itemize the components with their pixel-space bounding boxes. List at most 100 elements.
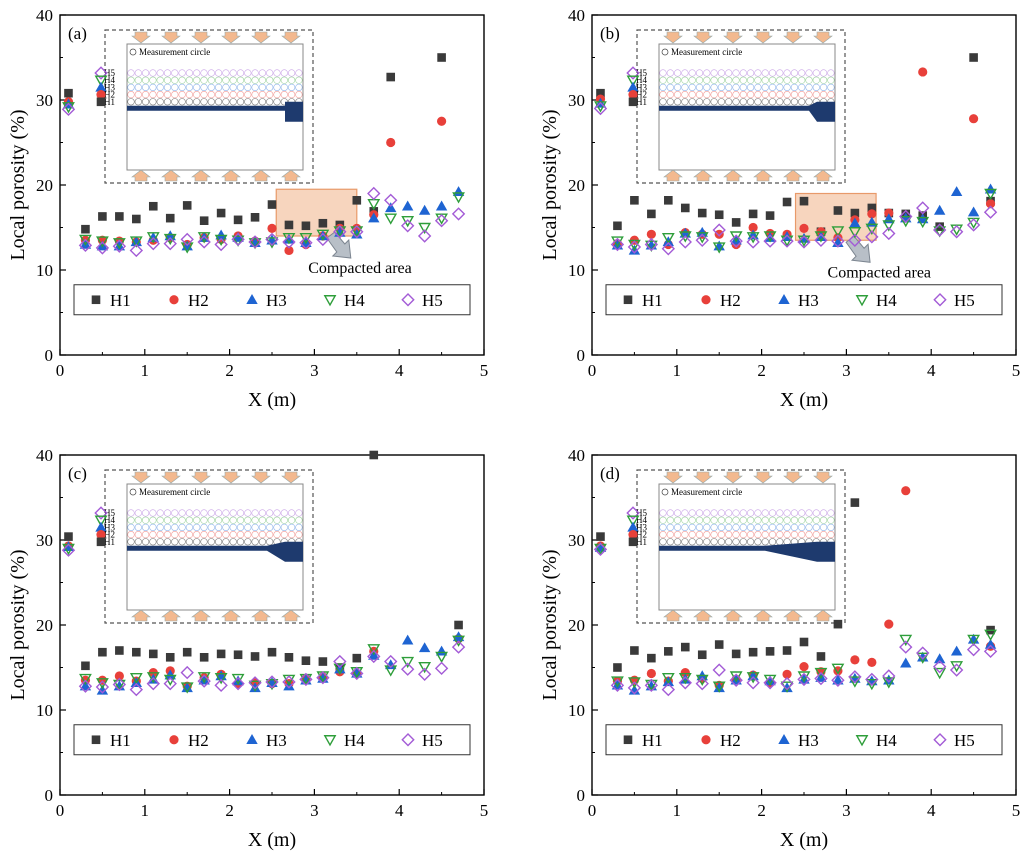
data-point [352, 653, 362, 663]
legend-label: H3 [266, 731, 287, 750]
inset-row-label: H3 [636, 522, 647, 532]
measurement-circle [200, 98, 208, 106]
data-point [712, 223, 726, 237]
data-point [284, 220, 294, 230]
measurement-circle [666, 76, 674, 84]
measurement-circle [761, 516, 769, 524]
legend-box [605, 284, 1003, 316]
measurement-circle [251, 509, 259, 517]
measurement-circle [266, 90, 274, 99]
data-point [317, 230, 329, 241]
data-point [865, 678, 879, 691]
measurement-circle [688, 530, 696, 539]
data-point [231, 673, 245, 686]
measurement-circle [163, 83, 172, 91]
data-point [867, 657, 877, 668]
data-point [114, 671, 124, 681]
data-point [696, 226, 708, 237]
data-point [180, 682, 194, 694]
series-H1 [596, 498, 995, 672]
data-point [746, 232, 760, 244]
data-point [729, 673, 743, 687]
measurement-circle [783, 530, 791, 539]
measurement-circle [200, 516, 208, 524]
data-point [647, 653, 656, 663]
measurement-circle [695, 76, 704, 84]
load-arrow-icon [663, 31, 683, 44]
embankment-profile [659, 541, 835, 562]
measurement-circle [288, 76, 296, 84]
data-point [933, 667, 947, 680]
inset-row-marker [95, 81, 107, 92]
data-point [417, 667, 432, 681]
measurement-circle [783, 98, 791, 106]
data-point [764, 232, 776, 242]
measurement-circle [710, 90, 718, 99]
measurement-circle [171, 538, 179, 546]
inset-row-label: H2 [636, 530, 647, 540]
measurement-circle [739, 98, 747, 106]
measurement-circle [273, 76, 281, 84]
data-point [369, 450, 379, 460]
chart-panel-b: 0 1 2 3 4 5 0 10 20 30 40 X (m) Local porosity (%) (b… [539, 6, 1020, 411]
inset-row-label: H5 [104, 508, 115, 518]
measurement-circle [703, 90, 711, 99]
measurement-circle [258, 90, 267, 99]
legend-label: H4 [344, 731, 365, 750]
measurement-circle [178, 69, 186, 77]
data-point [249, 682, 261, 693]
data-point [628, 677, 641, 689]
legend-marker [246, 294, 258, 304]
measurement-circle [244, 509, 252, 517]
load-arrow-icon [281, 31, 301, 44]
measurement-circle [236, 98, 245, 106]
compacted-area-label: Compacted area [828, 264, 932, 281]
measurement-circle [725, 90, 733, 99]
measurement-circle [659, 516, 667, 524]
measurement-circle [739, 90, 747, 99]
load-arrow-icon [723, 609, 743, 622]
measurement-circle [819, 523, 828, 532]
measurement-circle [149, 509, 157, 517]
measurement-circle [251, 523, 259, 532]
load-arrow-icon [191, 471, 211, 484]
measurement-circle [827, 83, 835, 91]
measurement-circle [681, 98, 689, 106]
inset-row-marker [94, 506, 108, 520]
legend-label: H2 [720, 731, 741, 750]
data-point [451, 207, 466, 221]
data-point [782, 669, 792, 679]
measurement-circle [251, 69, 259, 77]
data-point [214, 237, 228, 252]
measurement-circle [295, 509, 303, 517]
measurement-circle [134, 538, 142, 546]
measurement-circle [681, 516, 689, 524]
legend-label: H5 [954, 291, 975, 310]
measurement-circle [266, 69, 274, 77]
data-point [797, 672, 811, 687]
data-point [661, 673, 675, 685]
measurement-circle [732, 530, 740, 539]
inset-row-label: H3 [104, 82, 115, 92]
x-tick-label: 4 [395, 361, 404, 380]
data-point [746, 672, 760, 684]
data-point [967, 206, 980, 217]
measurement-circle [171, 516, 179, 524]
data-point [231, 235, 245, 247]
data-point [233, 650, 243, 660]
panel-label: (d) [600, 464, 620, 483]
measurement-circle [215, 538, 223, 546]
load-arrow-icon [813, 169, 833, 182]
data-point [316, 671, 330, 685]
measurement-circle [127, 76, 135, 84]
measurement-circle [200, 90, 208, 99]
measurement-circle [163, 523, 172, 532]
measurement-circle [666, 83, 674, 91]
measurement-circle [222, 538, 230, 546]
measurement-circle [134, 76, 142, 84]
measurement-circle [659, 523, 667, 532]
measurement-circle [673, 98, 682, 106]
measurement-circle [805, 90, 813, 99]
measurement-circle [229, 98, 237, 106]
